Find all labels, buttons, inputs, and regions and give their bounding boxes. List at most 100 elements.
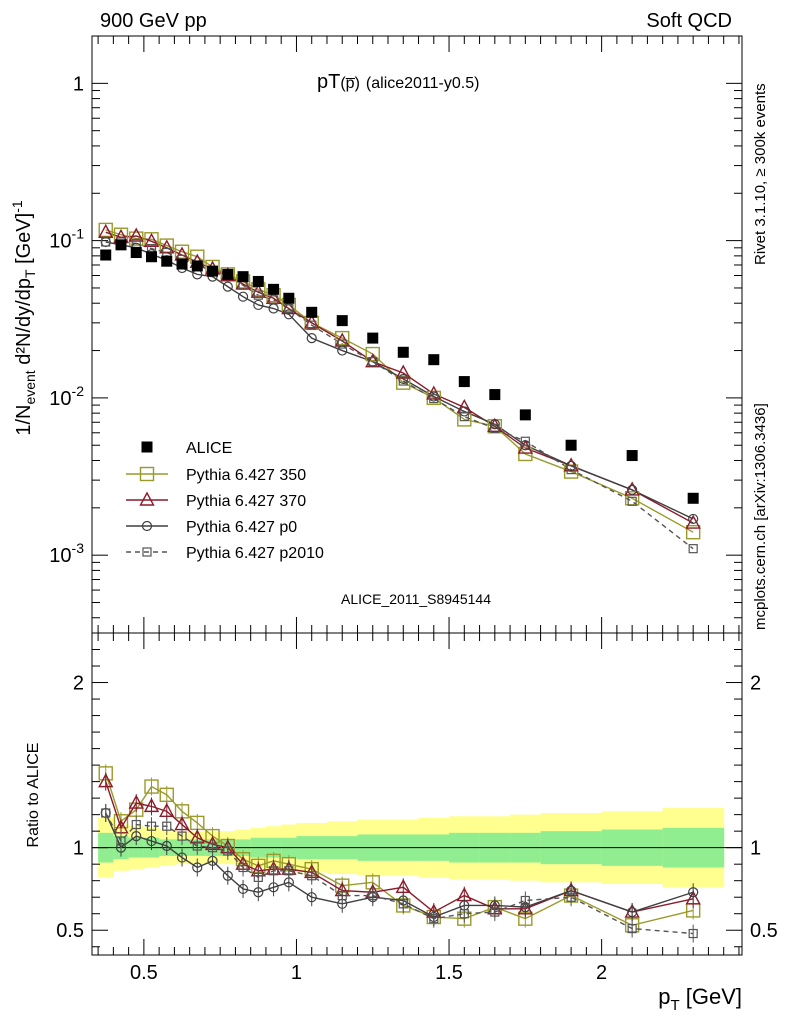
legend-marker-alice <box>141 441 153 453</box>
legend-label-alice: ALICE <box>186 440 232 457</box>
rivet-version-label: Rivet 3.1.10, ≥ 300k events <box>752 83 769 265</box>
ratio-point-pythia-6-427-370 <box>128 794 144 809</box>
plot-title-paren: (p̅) <box>340 75 360 92</box>
upper-point-pythia-6-427-370 <box>159 239 175 254</box>
ratio-point-pythia-6-427-p2010 <box>131 819 141 830</box>
upper-y-tick-base: 10 <box>49 388 71 410</box>
y-axis-label: 1/Nevent d²N/dy/dpT [GeV]-1 <box>9 200 38 436</box>
ratio-point-pythia-6-427-p0 <box>253 887 264 898</box>
y-label-rest: d²N/dy/dp <box>13 278 35 370</box>
x-tick-label: 1 <box>291 962 302 984</box>
upper-point-pythia-6-427-350 <box>159 238 174 253</box>
ratio-point-pythia-6-427-p2010 <box>566 892 576 902</box>
x-label-main: p <box>658 984 670 1009</box>
upper-y-tick-exp: -3 <box>72 540 85 556</box>
ratio-point-pythia-6-427-370 <box>685 890 701 905</box>
ratio-point-pythia-6-427-p2010 <box>253 872 263 882</box>
ratio-line-pythia-6-427-p2010 <box>105 812 694 935</box>
upper-y-tick-label: 10-1 <box>49 226 84 253</box>
upper-point-pythia-6-427-p2010 <box>429 393 439 404</box>
plot-title-rest: (alice2011-y0.5) <box>366 75 480 92</box>
lower-frame <box>91 632 743 956</box>
upper-point-alice <box>687 492 699 504</box>
lower-y-tick-label: 2 <box>73 673 84 695</box>
upper-point-pythia-6-427-p2010 <box>368 357 378 367</box>
upper-point-pythia-6-427-p0 <box>237 291 249 302</box>
upper-point-pythia-6-427-p0 <box>688 513 699 525</box>
upper-point-alice <box>268 283 280 295</box>
ratio-y-label: Ratio to ALICE <box>25 743 42 848</box>
lower-y-tick-label: 0.5 <box>56 920 84 942</box>
upper-point-pythia-6-427-p2010 <box>253 290 263 300</box>
upper-point-pythia-6-427-p2010 <box>520 436 530 446</box>
upper-y-tick-base: 10 <box>49 545 71 567</box>
y-label-main: 1/N <box>13 405 35 436</box>
ratio-point-pythia-6-427-p2010 <box>490 907 500 917</box>
x-label-unit: [GeV] <box>680 984 742 1009</box>
legend: ALICE Pythia 6.427 350 Pythia 6.427 370 Pyt… <box>126 440 324 562</box>
upper-point-pythia-6-427-p2010 <box>688 544 698 554</box>
upper-point-pythia-6-427-p2010 <box>268 295 279 305</box>
upper-point-alice <box>237 271 249 283</box>
ratio-point-pythia-6-427-p0 <box>237 883 249 895</box>
upper-point-alice <box>146 251 158 263</box>
upper-point-pythia-6-427-p2010 <box>627 496 637 506</box>
upper-point-pythia-6-427-370 <box>265 289 282 304</box>
upper-point-pythia-6-427-370 <box>487 417 503 432</box>
ratio-point-pythia-6-427-p2010 <box>459 909 469 919</box>
upper-point-pythia-6-427-370 <box>281 300 297 315</box>
lower-y-tick-label-right: 1 <box>750 838 761 860</box>
ratio-point-pythia-6-427-p2010 <box>146 821 157 831</box>
upper-point-pythia-6-427-p0 <box>306 332 317 344</box>
legend-label-pythia-6-427-370: Pythia 6.427 370 <box>186 493 306 510</box>
upper-point-pythia-6-427-350 <box>174 244 190 259</box>
upper-point-alice <box>428 354 440 366</box>
ratio-point-pythia-6-427-p2010 <box>101 808 111 818</box>
mcplots-label: mcplots.cern.ch [arXiv:1306.3436] <box>752 403 769 630</box>
legend-label-pythia-6-427-350: Pythia 6.427 350 <box>186 467 306 484</box>
ratio-point-pythia-6-427-p2010 <box>284 866 294 876</box>
ratio-point-pythia-6-427-p2010 <box>177 831 187 841</box>
upper-point-pythia-6-427-350 <box>129 231 144 246</box>
upper-point-pythia-6-427-p2010 <box>490 423 500 433</box>
ratio-point-pythia-6-427-p2010 <box>520 895 530 906</box>
lower-y-tick-label: 1 <box>73 838 84 860</box>
plot-title-main: pT <box>317 71 340 93</box>
upper-point-pythia-6-427-p2010 <box>101 237 111 247</box>
legend-marker-pythia-6-427-p2010 <box>142 547 152 557</box>
ratio-point-pythia-6-427-p2010 <box>307 871 317 881</box>
ratio-point-pythia-6-427-p2010 <box>238 862 248 873</box>
upper-point-alice <box>191 260 203 272</box>
ratio-point-pythia-6-427-p0 <box>688 887 699 898</box>
upper-point-pythia-6-427-350 <box>98 222 113 238</box>
upper-point-alice <box>306 306 318 318</box>
ratio-point-pythia-6-427-350 <box>159 787 174 803</box>
ratio-point-pythia-6-427-370 <box>98 773 114 788</box>
upper-point-pythia-6-427-p0 <box>222 281 233 292</box>
watermark-label: ALICE_2011_S8945144 <box>341 591 491 607</box>
upper-point-pythia-6-427-370 <box>143 232 160 248</box>
lower-y-tick-label-right: 2 <box>750 673 761 695</box>
ratio-point-pythia-6-427-p0 <box>192 862 203 873</box>
upper-y-tick-base: 1 <box>73 73 84 95</box>
ratio-point-pythia-6-427-p2010 <box>337 890 347 901</box>
header-right-label: Soft QCD <box>646 10 732 32</box>
upper-point-pythia-6-427-350 <box>518 446 533 462</box>
x-tick-label: 1.5 <box>435 962 463 984</box>
y-label-sub: event <box>22 370 38 404</box>
upper-point-alice <box>367 332 379 344</box>
upper-point-pythia-6-427-370 <box>395 364 411 379</box>
upper-line-pythia-6-427-p2010 <box>105 241 694 550</box>
upper-point-alice <box>130 247 142 259</box>
ratio-point-pythia-6-427-p0 <box>268 882 279 893</box>
upper-y-tick-label: 10-3 <box>49 540 84 567</box>
upper-panel: 110-110-210-3 pT(p̅) (alice2011-y0.5) 1/N… <box>9 35 743 634</box>
upper-point-pythia-6-427-p2010 <box>307 320 317 330</box>
x-tick-label: 2 <box>596 962 607 984</box>
upper-point-alice <box>161 255 173 267</box>
upper-y-tick-base: 10 <box>49 231 71 253</box>
upper-point-alice <box>397 346 409 358</box>
ratio-point-pythia-6-427-p0 <box>627 906 638 918</box>
upper-point-pythia-6-427-370 <box>304 314 320 329</box>
